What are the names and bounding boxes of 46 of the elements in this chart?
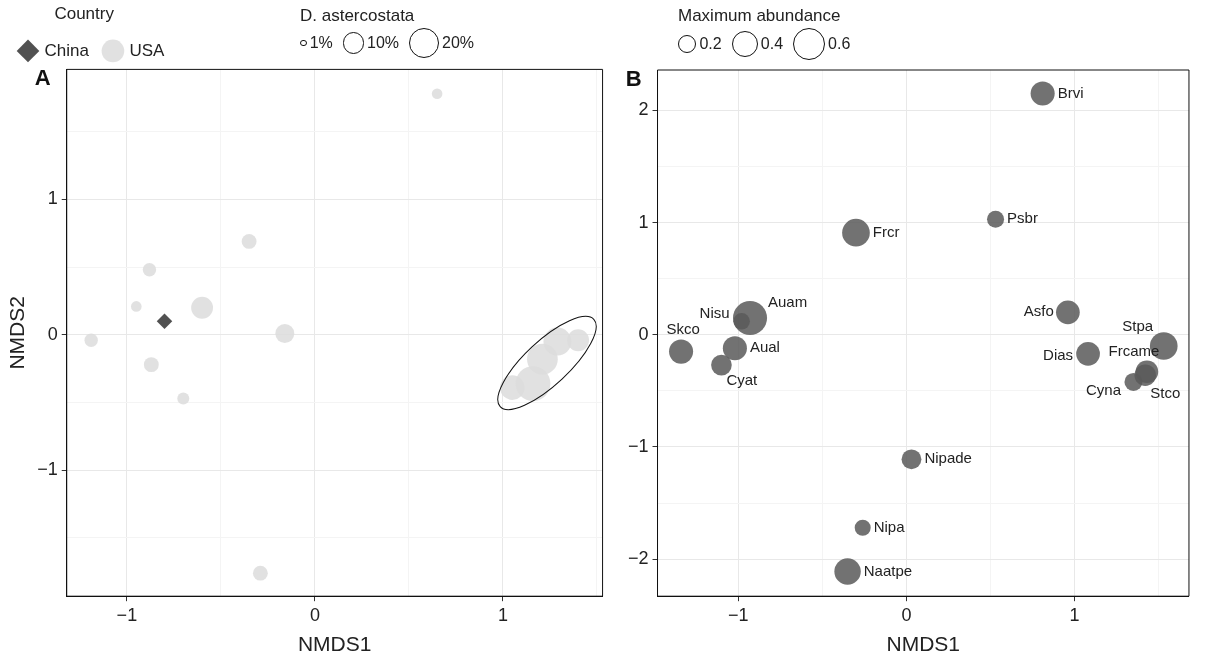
annotation: Dias bbox=[1043, 346, 1074, 363]
x-axis-title: NMDS1 bbox=[297, 632, 372, 656]
y-tick-label: 0 bbox=[47, 323, 58, 344]
y-tick-label: 0 bbox=[638, 323, 649, 344]
y-tick-label: −1 bbox=[37, 459, 58, 480]
annotation: Nisu bbox=[699, 304, 730, 322]
x-tick-label: −1 bbox=[116, 604, 138, 625]
text: D. astercostata bbox=[300, 6, 416, 26]
annotation: Cyna bbox=[1085, 381, 1122, 399]
y-tick-label: 1 bbox=[47, 188, 58, 209]
x-tick-label: 0 bbox=[901, 604, 912, 625]
chart-title: A bbox=[34, 65, 51, 91]
annotation: Psbr bbox=[1007, 209, 1038, 227]
legend-label: 0.6 bbox=[828, 35, 851, 53]
annotation: Stco bbox=[1150, 384, 1181, 402]
y-tick-label: 1 bbox=[638, 211, 649, 232]
annotation: Skco bbox=[666, 319, 700, 337]
annotation: Cyat bbox=[726, 371, 759, 389]
y-tick-label: −2 bbox=[627, 548, 649, 569]
y-tick-label: −1 bbox=[627, 435, 649, 456]
legend-label: 0.4 bbox=[760, 35, 784, 53]
chart-title: B bbox=[625, 66, 642, 92]
y-axis-title: NMDS2 bbox=[5, 296, 29, 370]
annotation: Aual bbox=[749, 338, 780, 356]
legend-label: 1% bbox=[309, 34, 333, 52]
annotation: Naatpe bbox=[863, 561, 913, 579]
legend-title: Country bbox=[54, 4, 115, 24]
annotation: Frcr bbox=[872, 222, 900, 240]
legend-label: 0.2 bbox=[699, 35, 722, 53]
annotation: Brvi bbox=[1057, 83, 1084, 101]
x-tick-label: 1 bbox=[497, 604, 508, 625]
annotation: Asfo bbox=[1023, 302, 1054, 320]
annotation: Stpa bbox=[1122, 317, 1154, 335]
legend-label: USA bbox=[129, 40, 166, 60]
x-axis-title: NMDS1 bbox=[886, 632, 960, 656]
annotation: Auam bbox=[768, 293, 808, 311]
x-tick-label: −1 bbox=[727, 604, 749, 625]
y-tick-label: 2 bbox=[638, 99, 649, 120]
legend-title: Maximum abundance bbox=[678, 6, 842, 26]
annotation: Nipa bbox=[873, 517, 906, 535]
legend-label: 20% bbox=[442, 34, 475, 52]
x-tick-label: 0 bbox=[309, 604, 320, 625]
annotation: Nipade bbox=[924, 449, 972, 467]
legend-label: China bbox=[44, 40, 90, 60]
legend-label: 10% bbox=[367, 33, 400, 52]
x-tick-label: 1 bbox=[1069, 604, 1080, 625]
